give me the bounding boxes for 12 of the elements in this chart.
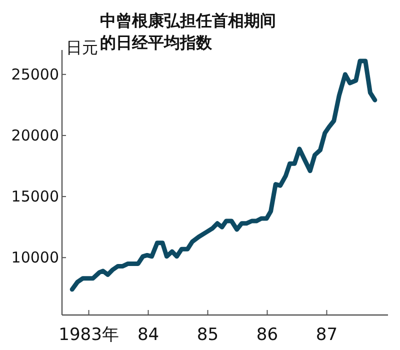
x-tick-label: 87 [316, 325, 338, 345]
y-tick-label: 15000 [11, 188, 59, 206]
x-tick-label: 1983年 [58, 325, 119, 345]
x-tick-label: 84 [137, 325, 160, 345]
x-tick-label: 85 [196, 325, 219, 345]
y-axis-title: 日元 [66, 38, 98, 57]
chart-title: 中曾根康弘担任首相期间的日经平均指数 [100, 10, 277, 54]
y-tick-label: 10000 [11, 248, 59, 267]
line-series [70, 58, 378, 292]
x-tick-label: 86 [256, 325, 278, 345]
y-tick-label: 25000 [11, 65, 59, 84]
y-tick-label: 20000 [11, 126, 59, 144]
